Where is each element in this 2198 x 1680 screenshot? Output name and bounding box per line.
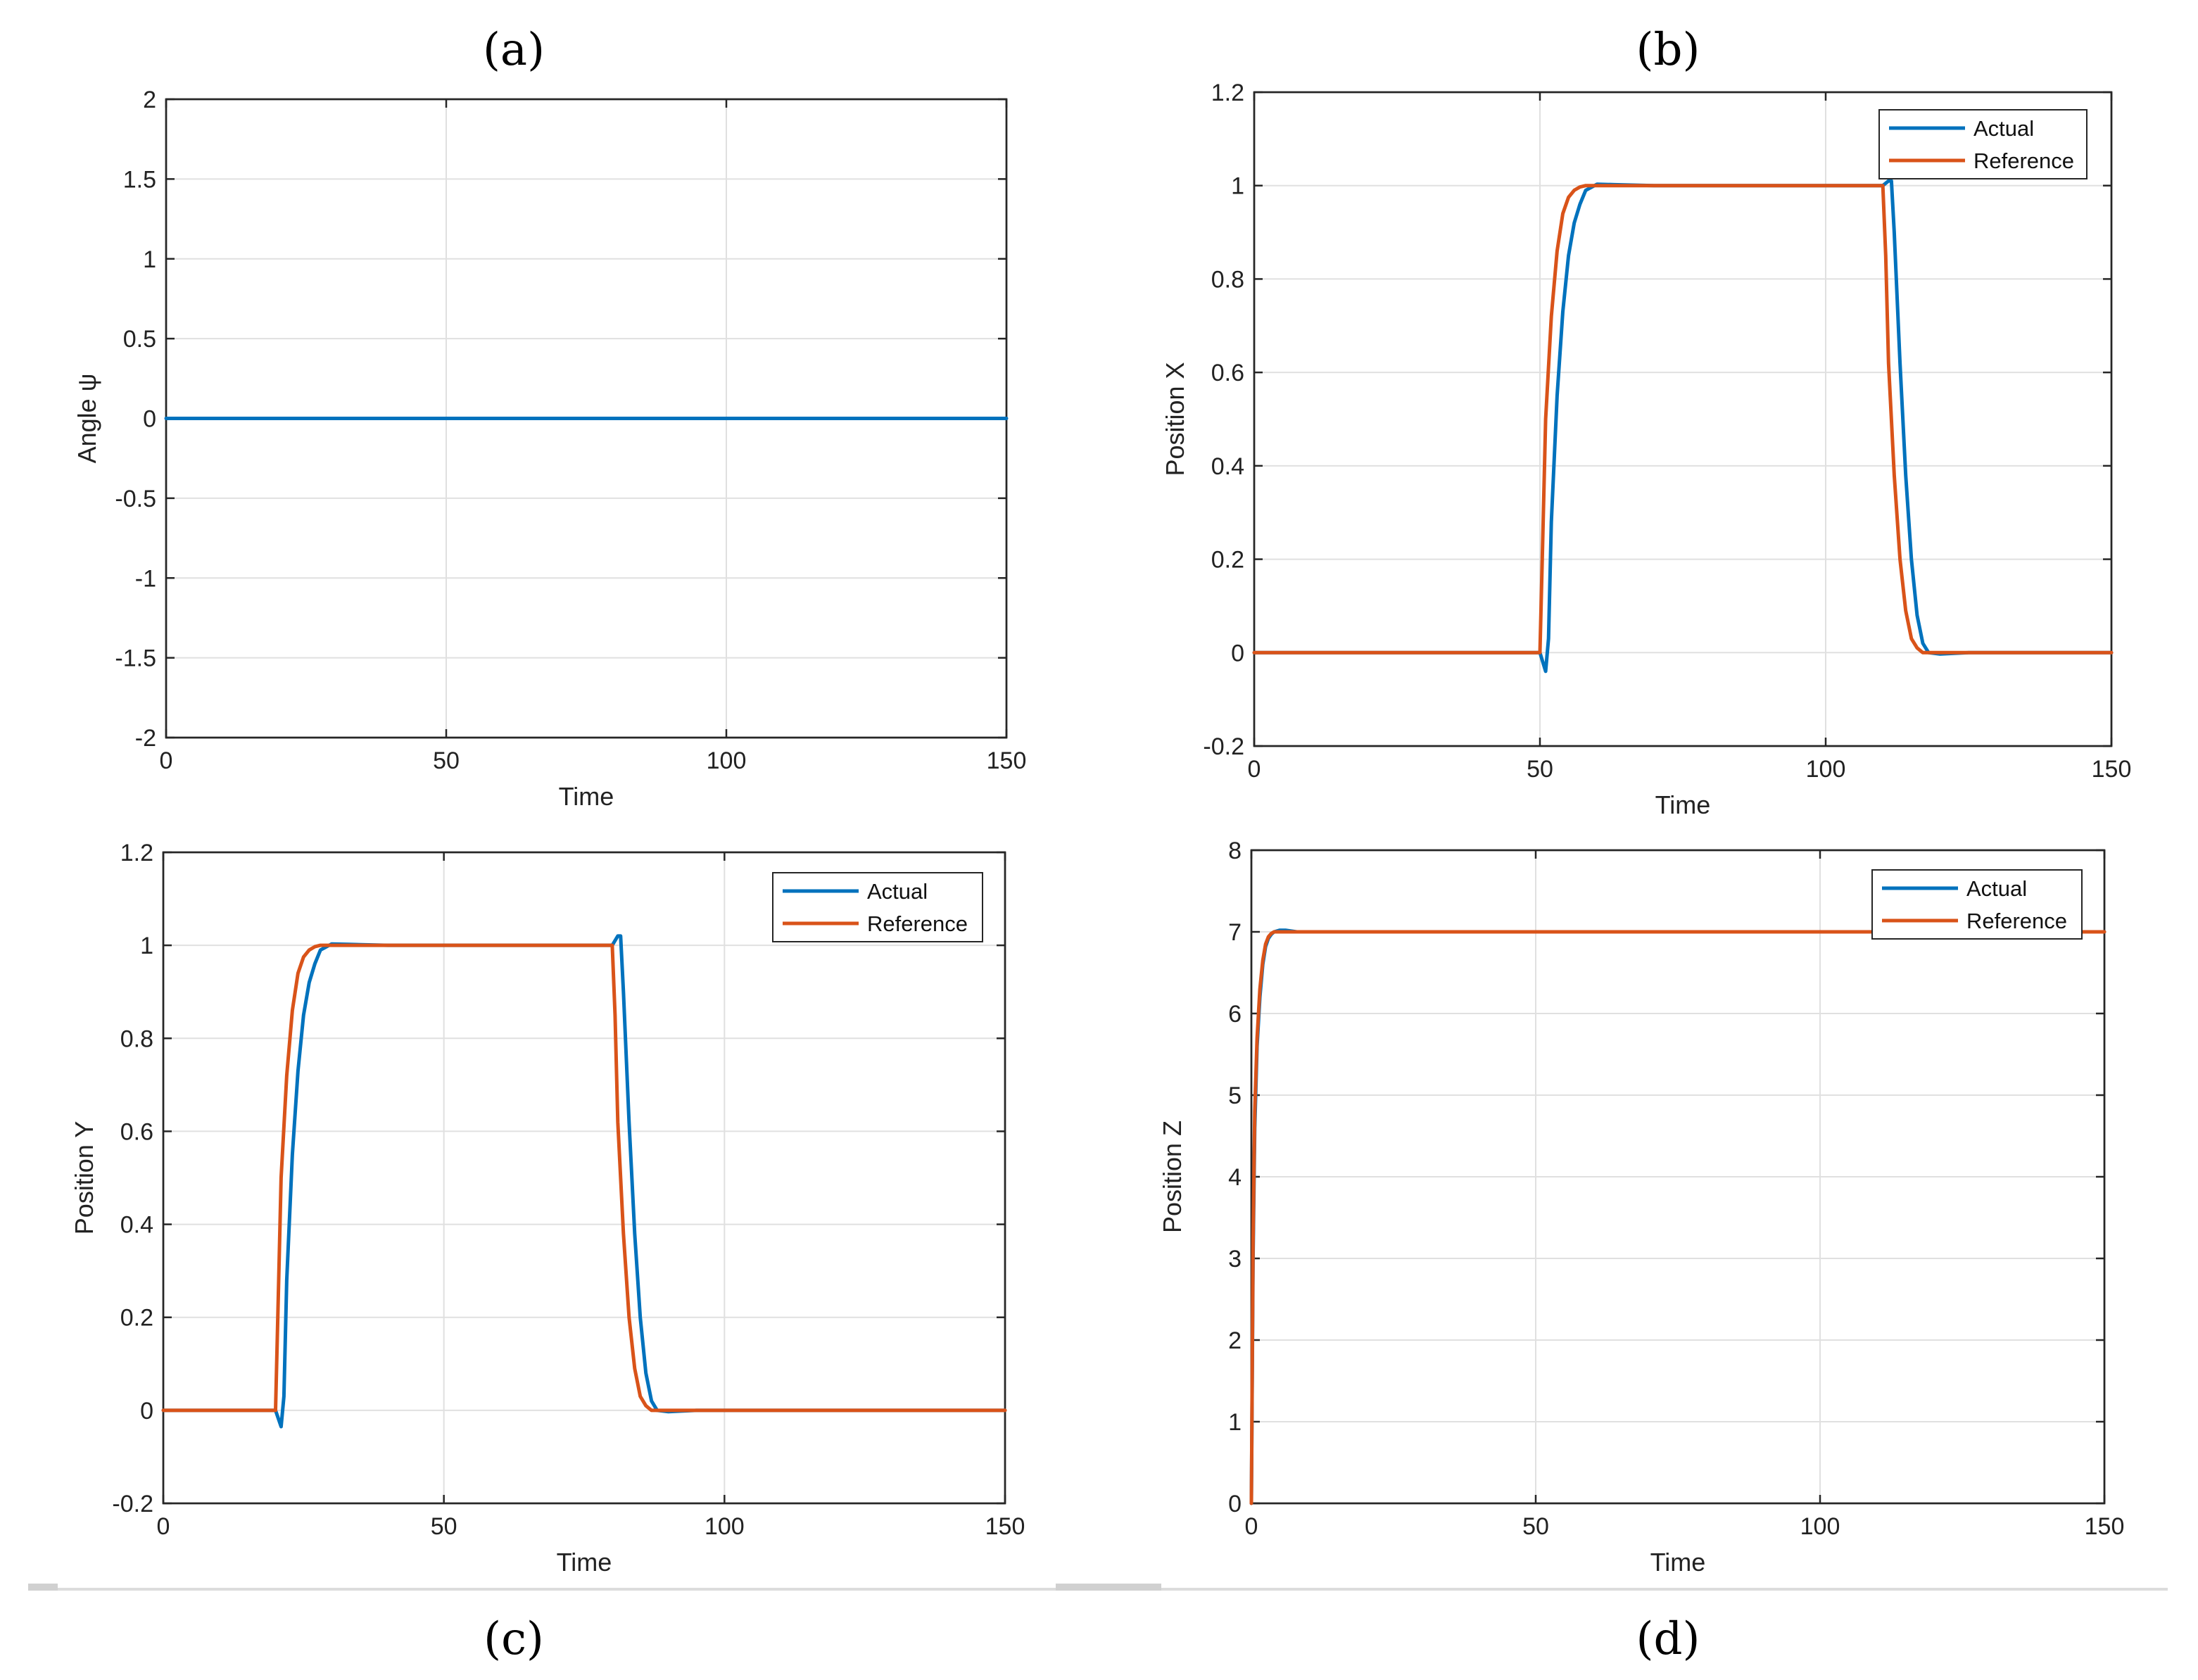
legend-box [1871, 869, 2083, 940]
y-tick-label: 0.2 [120, 1305, 153, 1332]
y-tick-label: 1 [1231, 173, 1244, 200]
y-tick-label: 1.5 [123, 166, 156, 193]
x-tick-label: 50 [1522, 1513, 1549, 1540]
y-tick-label: 4 [1228, 1164, 1242, 1191]
y-tick-label: 2 [1228, 1327, 1242, 1354]
chart-panel-a: (a) 0 50 100 150 -2 -1.5 -1 -0.5 0 0.5 1 1.5 2 Time Ang… [72, 24, 1026, 811]
y-tick-label: 0.6 [1211, 360, 1244, 386]
y-tick-label: 6 [1228, 1001, 1242, 1028]
y-tick-label: 0 [1228, 1491, 1242, 1517]
x-axis-label: Time [1655, 790, 1711, 819]
y-tick-label: 1 [140, 933, 153, 959]
y-tick-label: 1.2 [1211, 80, 1244, 106]
panel-label: (d) [1636, 1613, 1700, 1665]
y-tick-label: 0.8 [120, 1025, 153, 1052]
legend-box [1878, 109, 2088, 179]
x-axis-label: Time [559, 782, 614, 811]
x-tick-label: 50 [431, 1513, 457, 1540]
y-tick-label: 3 [1228, 1246, 1242, 1272]
y-tick-label: -1.5 [115, 645, 156, 672]
legend-label-actual: Actual [867, 879, 928, 904]
y-axis-label: Angle ψ [72, 374, 101, 464]
y-tick-label: -0.5 [115, 486, 156, 512]
y-tick-label: 0 [1231, 640, 1244, 667]
plot-border [162, 851, 1006, 1505]
y-tick-label: 0.6 [120, 1118, 153, 1145]
x-tick-label: 0 [160, 747, 173, 774]
x-tick-label: 50 [1527, 756, 1553, 783]
x-tick-label: 150 [2092, 756, 2132, 783]
x-tick-label: 0 [157, 1513, 170, 1540]
y-tick-label: 7 [1228, 919, 1242, 946]
y-tick-label: 8 [1228, 838, 1242, 864]
x-tick-label: 150 [987, 747, 1027, 774]
y-tick-label: 2 [143, 87, 156, 113]
legend-label-reference: Reference [867, 911, 968, 936]
chart-panel-b: (b)0 50 100 150-0.200.20.40.60.811.2TimePos… [1161, 24, 2131, 819]
legend-label-actual: Actual [1973, 116, 2034, 141]
plot-area [162, 851, 1006, 1505]
y-tick-label: 0.5 [123, 326, 156, 353]
separator-tab-right [1056, 1584, 1161, 1591]
separator-right [1056, 1588, 2168, 1591]
y-tick-label: -0.2 [112, 1491, 153, 1517]
y-tick-label: 0.4 [1211, 453, 1244, 480]
legend-label-reference: Reference [1966, 909, 2067, 933]
x-tick-label: 100 [1806, 756, 1846, 783]
separator-tab-left [28, 1584, 58, 1591]
x-axis-label: Time [1650, 1548, 1706, 1577]
x-tick-label: 150 [2085, 1513, 2125, 1540]
legend-label-actual: Actual [1966, 876, 2027, 901]
x-tick-label: 50 [433, 747, 460, 774]
legend-label-reference: Reference [1973, 149, 2074, 173]
y-tick-label: 1 [143, 246, 156, 273]
y-tick-label: 1 [1228, 1409, 1242, 1436]
y-tick-label: 0 [143, 406, 156, 433]
y-tick-label: 0.4 [120, 1212, 153, 1239]
plot-border [1250, 849, 2106, 1505]
plot-border [1253, 91, 2113, 747]
y-tick-label: -0.2 [1203, 733, 1244, 760]
y-tick-label: 5 [1228, 1082, 1242, 1109]
x-axis-label: Time [557, 1548, 612, 1577]
separator-left [28, 1588, 1056, 1591]
panel-label: (c) [484, 1613, 544, 1665]
y-tick-label: 0 [140, 1398, 153, 1425]
chart-panel-d: (d) 0 50 100 150 0 1 2 3 4 5 6 7 8 Time Position Z Actua… [1158, 838, 2124, 1665]
panel-label: (b) [1636, 24, 1700, 76]
series-reference [161, 943, 1007, 1413]
y-tick-label: -2 [135, 725, 156, 752]
legend-box [772, 872, 983, 942]
x-tick-label: 0 [1248, 756, 1261, 783]
chart-panel-c: (c)0 50 100 150-0.200.20.40.60.811.2TimePos… [70, 840, 1025, 1665]
y-axis-label: Position Z [1158, 1120, 1187, 1233]
panel-label: (a) [483, 24, 545, 76]
x-tick-label: 0 [1245, 1513, 1258, 1540]
plot-area [1253, 91, 2113, 747]
x-tick-label: 100 [707, 747, 747, 774]
y-tick-label: 0.8 [1211, 266, 1244, 293]
y-tick-label: -1 [135, 565, 156, 592]
x-tick-label: 150 [985, 1513, 1025, 1540]
y-axis-label: Position Y [70, 1121, 99, 1234]
series-reference [1249, 930, 2107, 1505]
series-reference [1252, 184, 2114, 655]
x-tick-label: 100 [705, 1513, 745, 1540]
y-tick-label: 0.2 [1211, 547, 1244, 574]
y-tick-label: 1.2 [120, 840, 153, 866]
y-axis-label: Position X [1161, 362, 1189, 476]
x-tick-label: 100 [1800, 1513, 1840, 1540]
